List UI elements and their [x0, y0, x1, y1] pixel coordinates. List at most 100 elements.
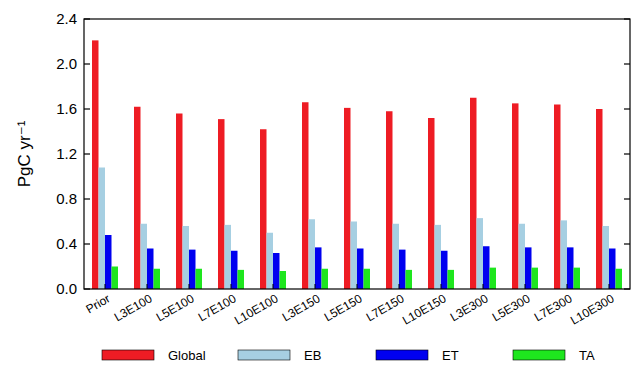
legend-swatch [102, 350, 154, 360]
x-tick-label: L10E150 [400, 291, 449, 327]
bar [441, 251, 448, 289]
bar [218, 119, 225, 289]
x-tick-label: L3E300 [448, 291, 491, 324]
x-tick-label: L3E100 [112, 291, 155, 324]
bar [448, 270, 455, 289]
bar [574, 268, 581, 289]
legend-label: ET [442, 348, 459, 363]
bar [561, 220, 568, 289]
y-tick [624, 153, 630, 154]
bar [302, 102, 309, 289]
bar [357, 249, 364, 290]
x-tick [189, 284, 190, 289]
bar [554, 105, 561, 290]
bar [231, 251, 238, 289]
x-tick [525, 284, 526, 289]
bar [351, 222, 358, 290]
bar [470, 98, 477, 289]
bar [225, 225, 232, 289]
y-tick-label: 2.0 [56, 55, 77, 72]
bar [147, 249, 154, 290]
bar [364, 269, 371, 289]
legend-swatch [513, 350, 565, 360]
legend-swatch [376, 350, 428, 360]
x-tick [147, 284, 148, 289]
y-tick [84, 198, 90, 199]
bar [154, 269, 161, 289]
x-tick-label: L5E100 [154, 291, 197, 324]
x-tick [399, 284, 400, 289]
x-tick [441, 284, 442, 289]
bar [477, 218, 484, 289]
x-tick-label: L7E150 [364, 291, 407, 324]
bar [435, 225, 442, 289]
x-tick-label: Prior [84, 291, 113, 316]
y-tick [84, 63, 90, 64]
x-tick-label: L3E150 [280, 291, 323, 324]
bar [490, 268, 497, 289]
y-tick [624, 18, 630, 19]
bar [141, 224, 148, 289]
bar [596, 109, 603, 289]
bar [260, 129, 267, 289]
legend: GlobalEBETTA [102, 348, 595, 363]
bar [609, 249, 616, 290]
bar [512, 103, 519, 289]
legend-label: Global [168, 348, 206, 363]
y-tick [84, 288, 90, 289]
bar [315, 247, 322, 289]
y-tick [84, 153, 90, 154]
y-tick [624, 243, 630, 244]
bar [344, 108, 351, 289]
bar [428, 118, 435, 289]
x-tick [483, 284, 484, 289]
bar [386, 111, 393, 289]
y-tick [624, 288, 630, 289]
y-tick [84, 108, 90, 109]
y-tick [624, 63, 630, 64]
x-tick [567, 284, 568, 289]
bar [525, 247, 532, 289]
bar [238, 270, 245, 289]
bar [603, 226, 610, 289]
bar [616, 269, 623, 289]
bar [273, 253, 280, 289]
bar [399, 250, 406, 289]
bar [519, 224, 526, 289]
bar [105, 235, 112, 289]
x-tick-label: L10E300 [568, 291, 617, 327]
bar [322, 269, 329, 289]
y-tick-label: 2.4 [56, 10, 77, 27]
bar [280, 271, 287, 289]
legend-label: TA [579, 348, 595, 363]
x-tick-label: L10E100 [232, 291, 281, 327]
y-tick [624, 108, 630, 109]
bar [99, 168, 106, 290]
legend-swatch [238, 350, 290, 360]
x-tick [357, 284, 358, 289]
bar [183, 226, 190, 289]
bar [189, 250, 196, 289]
bar [112, 267, 119, 290]
x-tick [609, 284, 610, 289]
chart: 0.00.40.81.21.62.02.4PgC yr⁻¹PriorL3E100… [0, 0, 638, 378]
x-tick-label: L7E100 [196, 291, 239, 324]
x-tick [231, 284, 232, 289]
bar [134, 107, 141, 289]
y-tick [84, 243, 90, 244]
x-tick-label: L5E300 [490, 291, 533, 324]
bar [176, 114, 183, 290]
bar [483, 246, 490, 289]
y-tick-label: 1.2 [56, 145, 77, 162]
bar [309, 219, 316, 289]
y-tick-label: 0.8 [56, 190, 77, 207]
x-tick [105, 284, 106, 289]
bar [567, 247, 574, 289]
x-tick [315, 284, 316, 289]
y-axis-label: PgC yr⁻¹ [15, 120, 34, 187]
x-tick-label: L5E150 [322, 291, 365, 324]
y-tick [84, 18, 90, 19]
bars [92, 40, 622, 289]
y-tick-label: 1.6 [56, 100, 77, 117]
bar [393, 224, 400, 289]
